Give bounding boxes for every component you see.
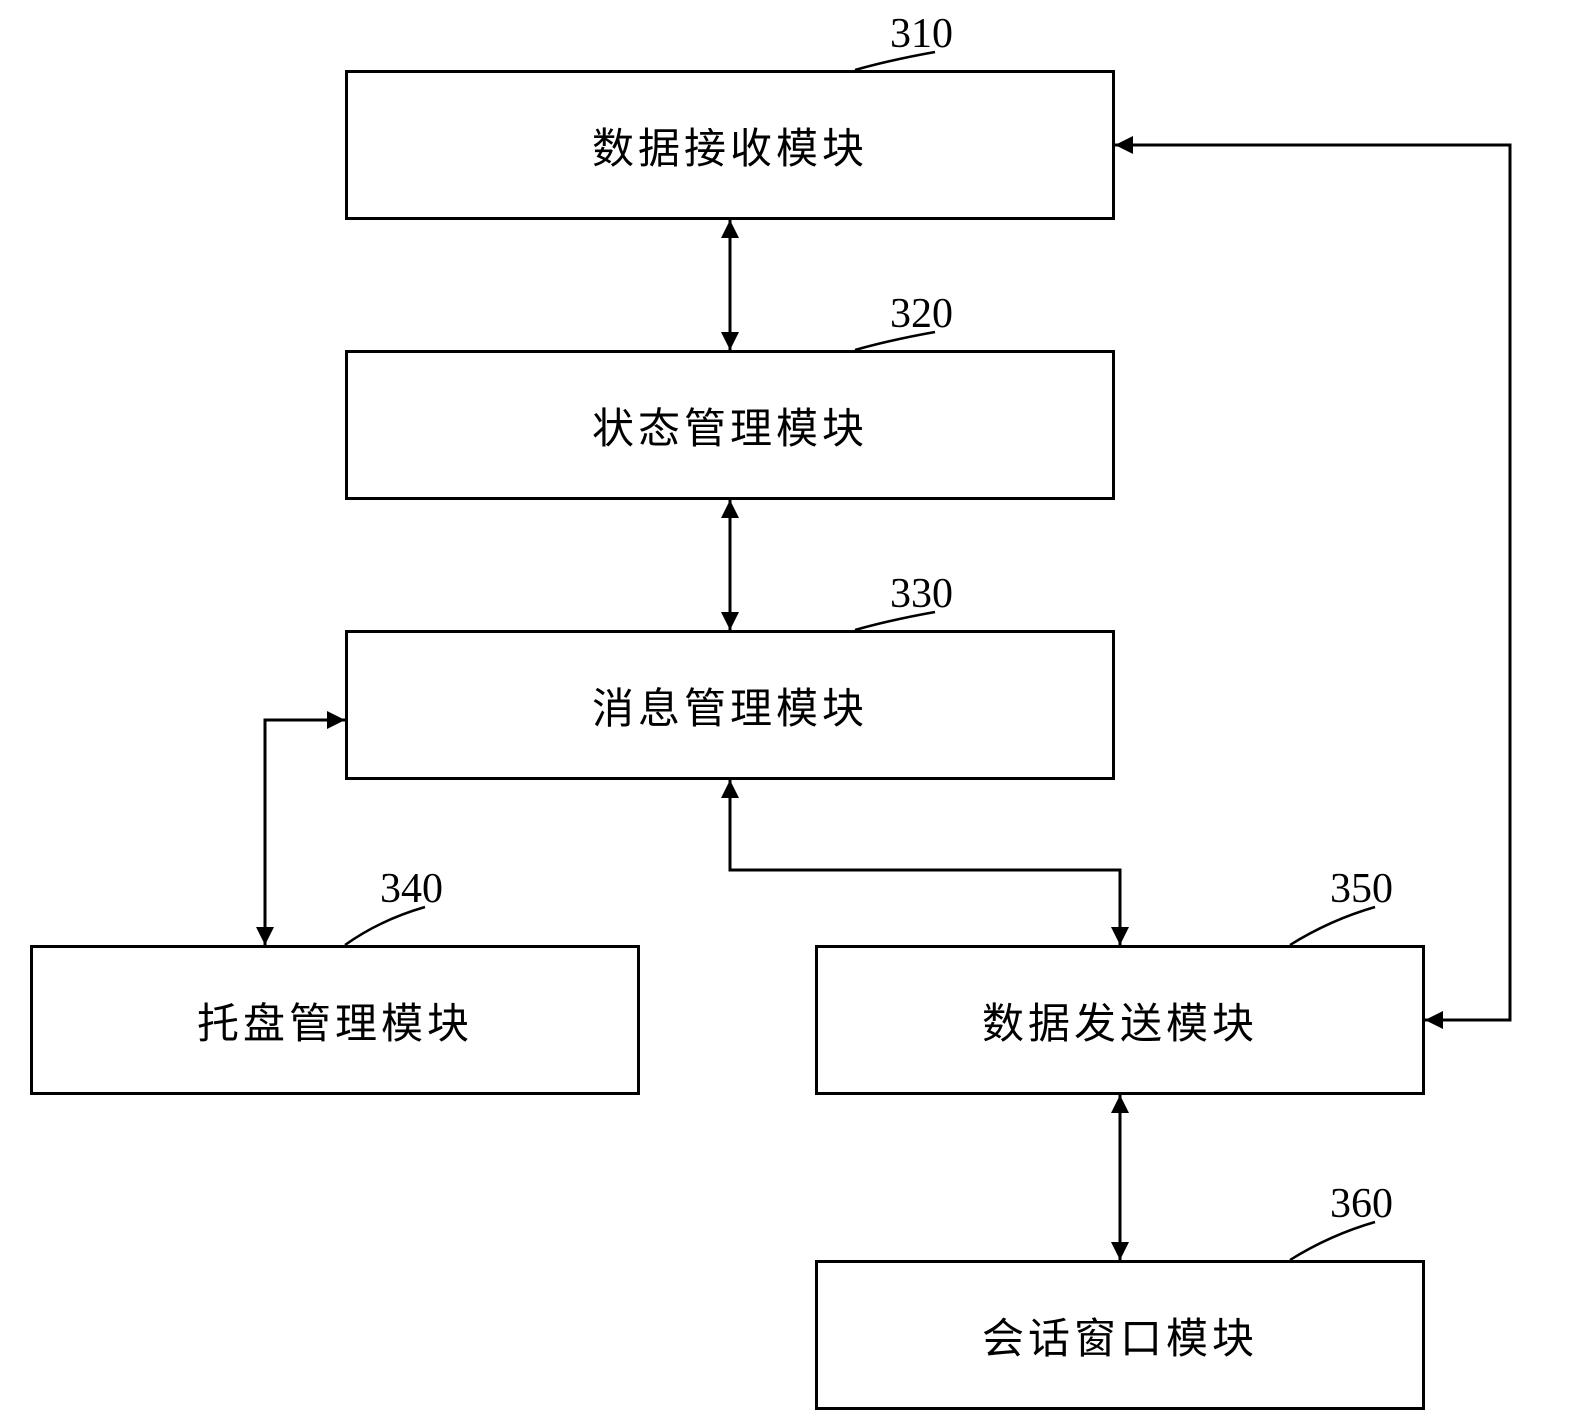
node-label: 消息管理模块: [592, 675, 868, 736]
node-label: 托盘管理模块: [197, 990, 473, 1051]
ref-n340: 340: [380, 865, 443, 913]
node-n320: 状态管理模块: [345, 350, 1115, 500]
node-label: 数据接收模块: [592, 115, 868, 176]
diagram-canvas: 数据接收模块 310 状态管理模块 320 消息管理模块 330 托盘管理模块 340 数据发送…: [0, 0, 1570, 1422]
node-label: 会话窗口模块: [982, 1305, 1258, 1366]
node-n350: 数据发送模块: [815, 945, 1425, 1095]
ref-n310: 310: [890, 10, 953, 58]
node-label: 数据发送模块: [982, 990, 1258, 1051]
node-n360: 会话窗口模块: [815, 1260, 1425, 1410]
ref-n330: 330: [890, 570, 953, 618]
node-n340: 托盘管理模块: [30, 945, 640, 1095]
ref-n320: 320: [890, 290, 953, 338]
node-label: 状态管理模块: [592, 395, 868, 456]
node-n330: 消息管理模块: [345, 630, 1115, 780]
ref-n350: 350: [1330, 865, 1393, 913]
node-n310: 数据接收模块: [345, 70, 1115, 220]
ref-n360: 360: [1330, 1180, 1393, 1228]
